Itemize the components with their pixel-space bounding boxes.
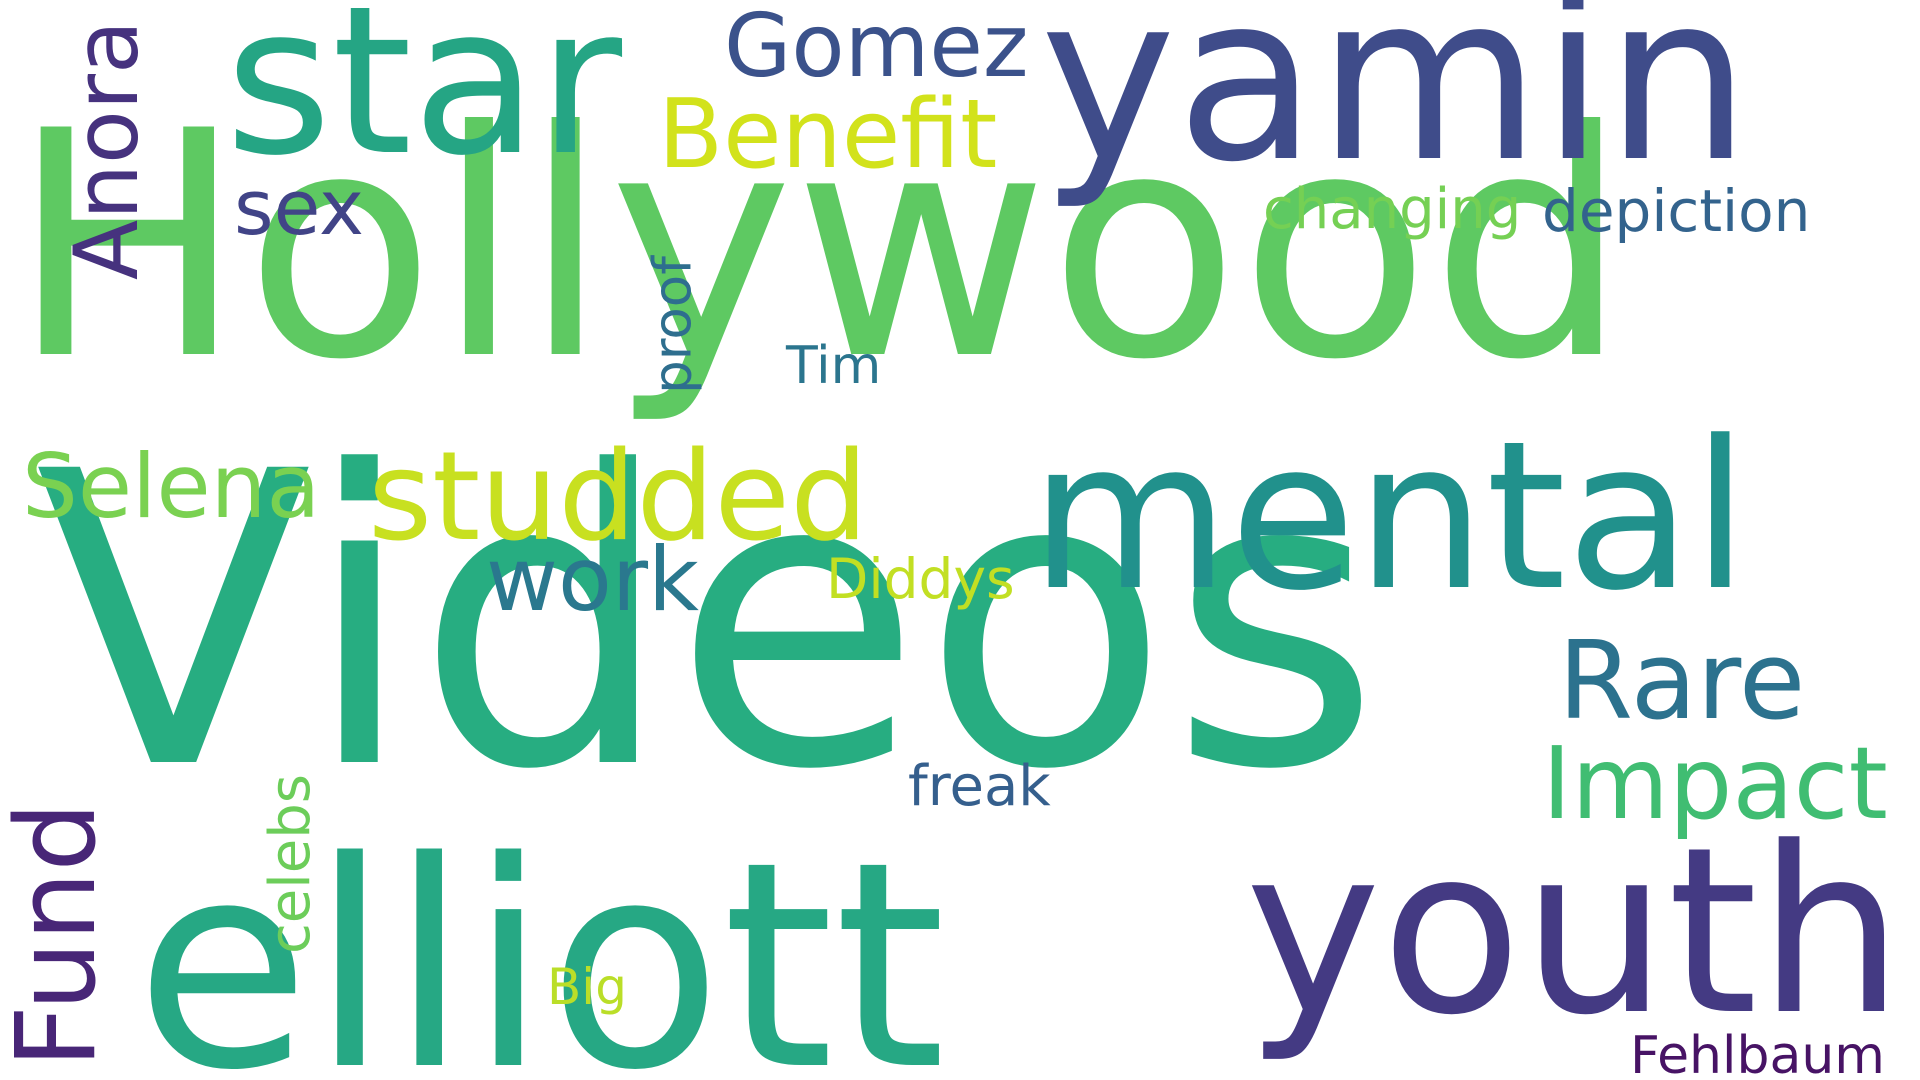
word-star: star (225, 0, 623, 201)
word-youth: youth (1245, 799, 1904, 1066)
word-impact: Impact (1542, 725, 1888, 842)
word-diddys: Diddys (826, 547, 1015, 611)
word-hollywood: Hollywood (10, 64, 1629, 428)
word-studded: studded (368, 426, 869, 569)
word-proof: proof (642, 256, 704, 394)
word-depiction: depiction (1542, 177, 1811, 245)
word-benefit: Benefit (658, 80, 998, 190)
word-freak: freak (908, 754, 1051, 819)
word-selena: Selena (22, 435, 321, 538)
word-changing: changing (1263, 177, 1522, 242)
word-anora: Anora (55, 20, 158, 280)
word-elliott: elliott (135, 801, 946, 1080)
word-yamin: yamin (1040, 0, 1751, 213)
word-videos: Videos (35, 386, 1381, 858)
word-rare: Rare (1558, 619, 1806, 744)
word-sex: sex (234, 163, 364, 252)
word-mental: mental (1030, 398, 1749, 636)
word-gomez: Gomez (724, 0, 1029, 97)
word-fund: Fund (0, 801, 120, 1069)
word-celebs: celebs (258, 774, 323, 954)
word-fehlbaum: Fehlbaum (1630, 1026, 1885, 1080)
word-work: work (486, 528, 699, 631)
word-tim: Tim (786, 336, 882, 396)
word-big: Big (547, 958, 627, 1016)
